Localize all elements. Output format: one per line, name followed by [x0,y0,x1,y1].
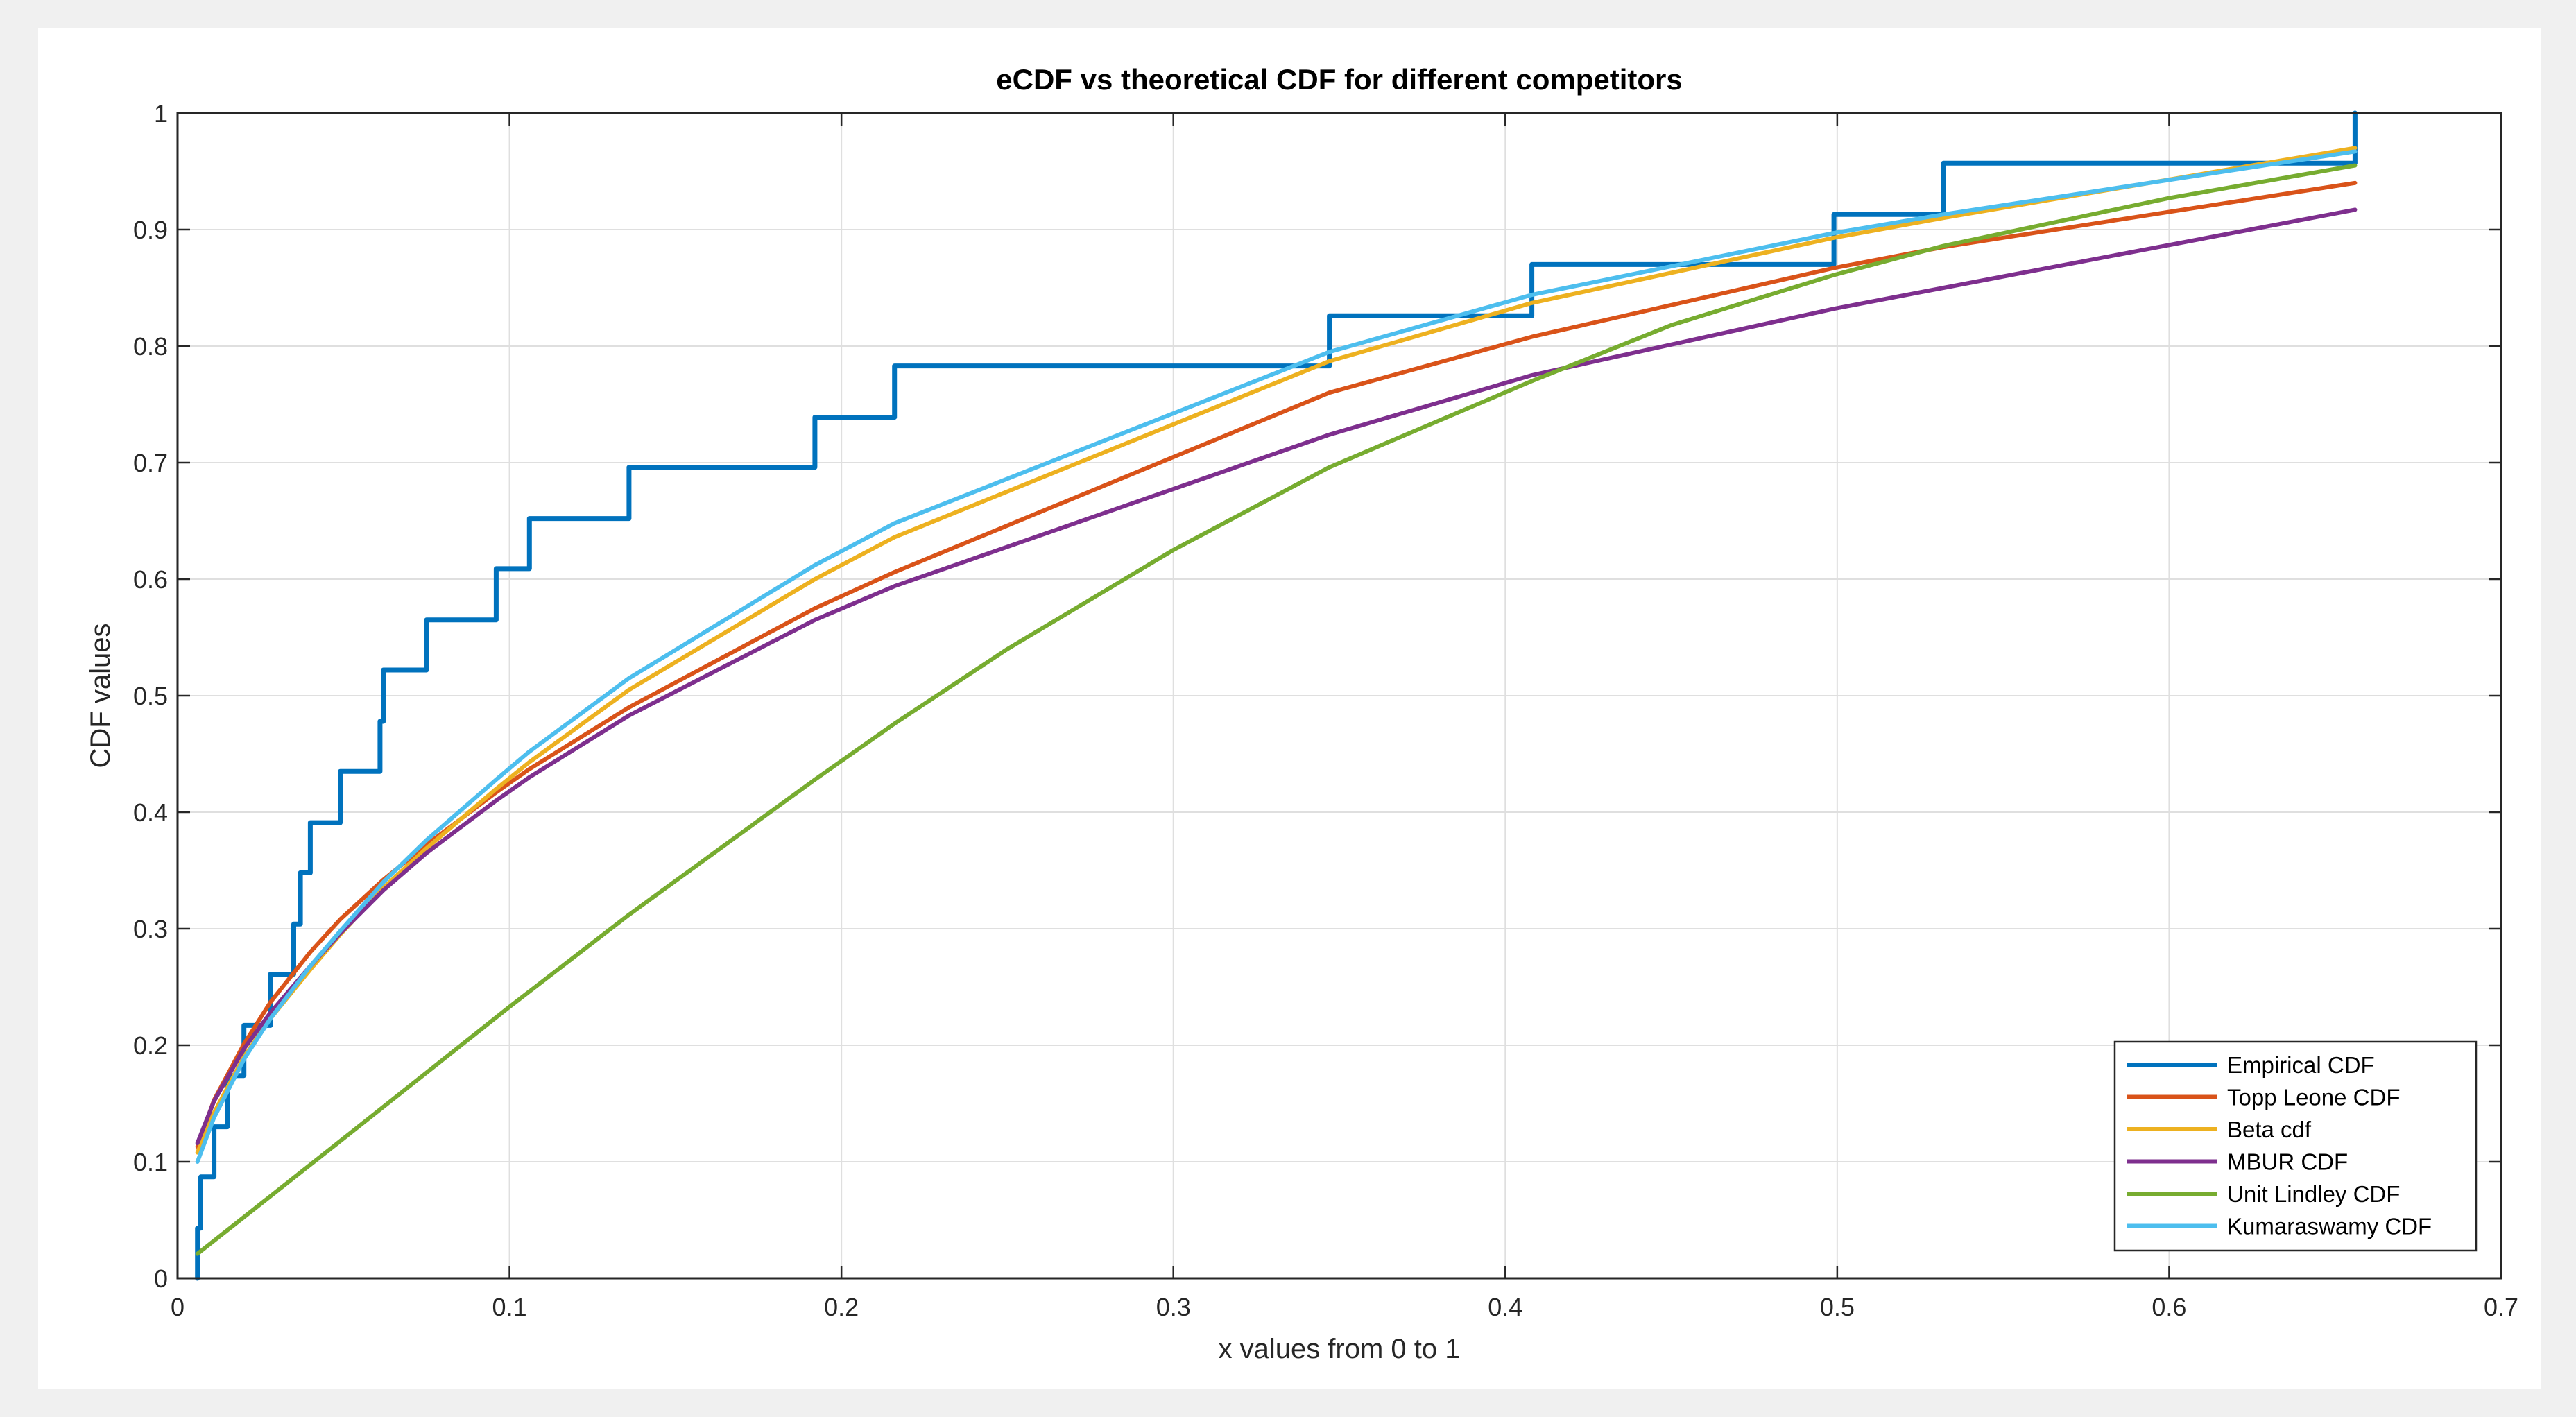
x-axis-title: x values from 0 to 1 [1218,1334,1460,1364]
plot-area: 0 0.1 0.2 0.3 0.4 0.5 0.6 0.7 0 0.1 0.2 0.3 0.4 0.5 0.… [133,99,2518,1321]
legend-label-unit-lindley-cdf: Unit Lindley CDF [2227,1181,2400,1207]
legend-label-mbur-cdf: MBUR CDF [2227,1149,2348,1175]
y-tick-label: 0.3 [133,915,168,943]
y-tick-label: 0.7 [133,449,168,477]
axis-ticks: 0 0.1 0.2 0.3 0.4 0.5 0.6 0.7 0 0.1 0.2 0.3 0.4 0.5 0.… [133,99,2518,1321]
legend-items: Empirical CDF Topp Leone CDF Beta cdf MBUR … [2127,1052,2432,1239]
x-tick-label: 0.6 [2152,1293,2186,1321]
y-tick-label: 0.6 [133,565,168,594]
legend: Empirical CDF Topp Leone CDF Beta cdf MBUR … [2113,1040,2478,1252]
y-tick-label: 0.5 [133,682,168,710]
x-tick-label: 0 [171,1293,184,1321]
y-tick-label: 0.9 [133,216,168,244]
legend-label-empirical-cdf: Empirical CDF [2227,1052,2375,1078]
y-tick-label: 0.1 [133,1148,168,1176]
series-line-unit-lindley-cdf [195,163,2358,1256]
y-tick-label: 0.8 [133,332,168,361]
x-tick-label: 0.7 [2484,1293,2518,1321]
legend-box [2113,1040,2478,1252]
x-tick-label: 0.2 [824,1293,859,1321]
y-tick-label: 0.4 [133,798,168,827]
x-tick-label: 0.4 [1488,1293,1522,1321]
x-tick-label: 0.3 [1156,1293,1191,1321]
legend-label-beta-cdf: Beta cdf [2227,1117,2312,1142]
y-axis-title: CDF values [85,624,116,768]
series-line-mbur-cdf [195,207,2358,1146]
chart-title: eCDF vs theoretical CDF for different co… [996,63,1682,96]
series-lines [195,110,2358,1281]
y-tick-label: 1 [154,99,168,128]
legend-label-kumaraswamy-cdf: Kumaraswamy CDF [2227,1214,2432,1239]
series-line-kumaraswamy-cdf [195,149,2358,1164]
x-tick-label: 0.1 [492,1293,527,1321]
x-tick-label: 0.5 [1820,1293,1855,1321]
legend-label-topp-leone-cdf: Topp Leone CDF [2227,1085,2400,1110]
y-tick-label: 0 [154,1264,168,1293]
series-line-topp-leone-cdf [195,180,2358,1149]
y-tick-label: 0.2 [133,1031,168,1060]
